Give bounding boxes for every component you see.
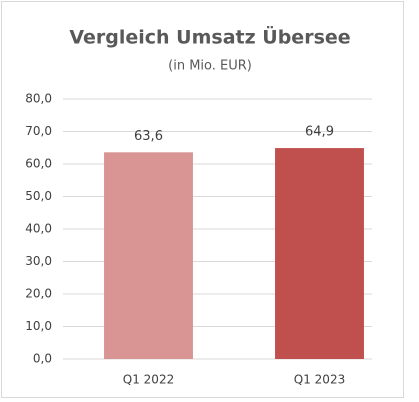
x-tick-label: Q1 2023 bbox=[294, 373, 345, 387]
y-tick-label: 40,0 bbox=[25, 222, 52, 236]
value-label: 64,9 bbox=[305, 125, 334, 140]
y-tick-label: 60,0 bbox=[25, 157, 52, 171]
y-tick-label: 50,0 bbox=[25, 189, 52, 203]
y-tick-label: 0,0 bbox=[33, 352, 52, 366]
bar bbox=[275, 148, 364, 359]
y-tick-label: 70,0 bbox=[25, 124, 52, 138]
y-tick-label: 30,0 bbox=[25, 254, 52, 268]
chart-title: Vergleich Umsatz Übersee bbox=[69, 25, 350, 49]
chart-subtitle: (in Mio. EUR) bbox=[168, 59, 252, 74]
value-label: 63,6 bbox=[134, 129, 163, 144]
bar bbox=[104, 152, 193, 359]
y-tick-label: 80,0 bbox=[25, 92, 52, 106]
y-tick-label: 20,0 bbox=[25, 287, 52, 301]
y-tick-label: 10,0 bbox=[25, 319, 52, 333]
x-tick-label: Q1 2022 bbox=[123, 373, 174, 387]
